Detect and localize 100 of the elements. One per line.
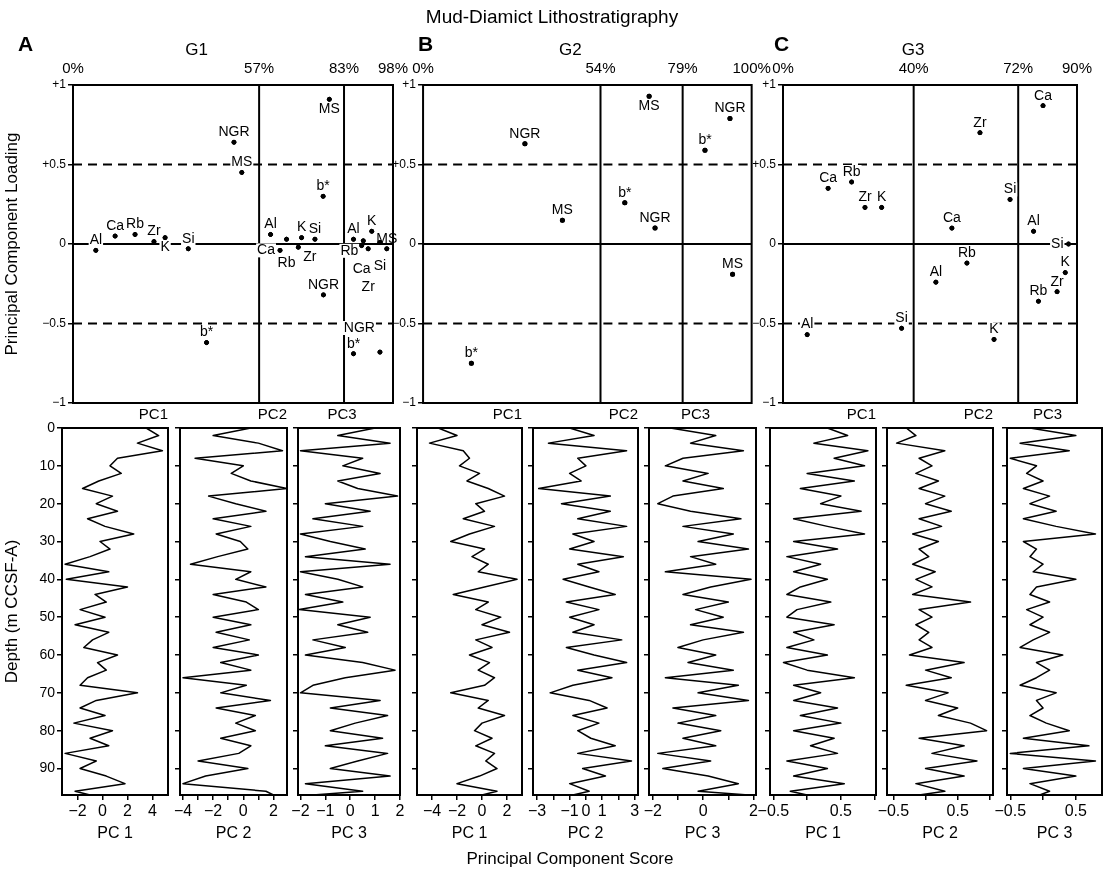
x-tick-label: 2 [749, 802, 759, 820]
y-tick-label: +1 [52, 77, 67, 92]
x-tick-label: −0.5 [994, 802, 1027, 820]
x-axis-title: PC 1 [97, 823, 133, 841]
x-tick-label: −2 [204, 802, 223, 820]
data-label: Al [929, 263, 943, 280]
y-axis-title: Principal Component Loading [1, 132, 21, 356]
x-tick-label: −2 [291, 802, 310, 820]
text: Principal Component Score [465, 849, 675, 869]
data-label: Ca [942, 208, 962, 225]
x-axis-title: PC 2 [215, 823, 252, 841]
data-label: Zr [1050, 272, 1065, 289]
x-axis-title: PC 3 [1036, 823, 1073, 841]
data-label: b* [199, 323, 214, 340]
x-tick-label: 54% [585, 59, 616, 77]
data-label: MS [551, 201, 573, 218]
y-tick-label: +1 [762, 77, 777, 92]
x-tick-label: 90% [1061, 59, 1093, 77]
data-label: Ca [106, 216, 125, 233]
x-tick-label: 98% [377, 59, 409, 77]
x-tick-label: 1 [370, 802, 380, 820]
x-tick-label: −4 [422, 802, 442, 820]
data-label: Rb [126, 215, 145, 232]
y-tick-label: 20 [39, 494, 56, 511]
y-tick-label: 0 [47, 418, 56, 435]
x-tick-label: −1 [316, 802, 335, 820]
x-tick-label: 2 [123, 802, 133, 820]
y-tick-label: +0.5 [42, 156, 67, 171]
data-label: Zr [973, 113, 987, 130]
data-label: b* [316, 177, 331, 194]
y-tick-label: 80 [39, 721, 56, 738]
chart-title: PC3 [327, 405, 357, 423]
data-label: Zr [303, 248, 317, 265]
x-tick-label: 0 [238, 802, 248, 820]
data-label: Rb [1029, 282, 1048, 299]
data-label: b* [698, 131, 713, 148]
x-axis-title: PC 3 [331, 823, 367, 841]
x-axis-title: PC 2 [922, 823, 958, 841]
chart-title: PC1 [138, 405, 168, 423]
data-label: NGR [218, 123, 250, 140]
chart-title: PC2 [963, 405, 993, 423]
chart-title: PC3 [1032, 405, 1063, 423]
y-tick-label: 10 [39, 456, 56, 473]
data-label: MS [722, 255, 744, 272]
data-label: Zr [858, 188, 872, 205]
y-tick-label: +0.5 [392, 156, 417, 171]
x-tick-label: 100% [732, 59, 771, 77]
y-tick-label: 60 [39, 645, 56, 662]
data-label: MS [231, 153, 253, 170]
data-label: MS [318, 100, 340, 117]
data-label: Si [182, 229, 195, 246]
data-label: K [160, 238, 171, 255]
data-label: Al [264, 215, 277, 232]
x-tick-label: 0% [772, 59, 794, 77]
y-tick-label: −0.5 [752, 315, 777, 330]
x-tick-label: 0.5 [1064, 802, 1088, 820]
data-label: Ca [819, 169, 838, 186]
data-label: Si [895, 309, 908, 326]
text: C [774, 32, 790, 56]
x-tick-label: 83% [329, 59, 360, 77]
x-tick-label: 0 [98, 802, 108, 820]
data-label: Zr [147, 222, 161, 239]
x-tick-label: 40% [898, 59, 929, 77]
data-label: K [876, 188, 887, 205]
data-label: Zr [361, 277, 376, 294]
x-tick-label: 0 [477, 802, 487, 820]
y-tick-label: 40 [39, 570, 56, 587]
y-axis-title: Depth (m CCSF-A) [1, 539, 21, 684]
x-axis-title: PC 3 [684, 823, 721, 841]
x-tick-label: 0% [412, 59, 434, 77]
chart-title: PC2 [608, 405, 638, 423]
x-tick-label: −4 [173, 802, 193, 820]
data-label: K [1060, 253, 1071, 270]
x-tick-label: −2 [643, 802, 662, 820]
data-label: b* [618, 183, 632, 200]
chart-title: PC1 [846, 405, 876, 423]
data-label: Al [800, 315, 814, 332]
text: A [18, 32, 34, 56]
y-tick-label: 90 [39, 759, 56, 776]
data-label: NGR [509, 124, 541, 141]
chart-title: G2 [558, 39, 582, 59]
x-axis-title: PC 1 [451, 823, 488, 841]
x-tick-label: 0% [62, 59, 84, 77]
data-label: Si [1003, 180, 1017, 197]
x-tick-label: 4 [147, 802, 157, 820]
chart-title: PC1 [492, 405, 522, 423]
x-tick-label: −2 [68, 802, 87, 820]
data-label: K [989, 320, 1000, 337]
text: Mud-Diamict Lithostratigraphy [424, 6, 680, 28]
x-tick-label: −2 [447, 802, 467, 820]
y-tick-label: −1 [762, 395, 777, 410]
x-tick-label: −0.5 [877, 802, 910, 820]
data-label: Ca [1034, 86, 1053, 103]
y-tick-label: 50 [39, 608, 56, 625]
x-tick-label: 2 [395, 802, 405, 820]
data-label: Si [1051, 234, 1064, 251]
chart-title: PC3 [680, 405, 711, 423]
data-label: Rb [957, 243, 977, 260]
x-tick-label: 2 [502, 802, 512, 820]
data-label: K [296, 218, 307, 235]
